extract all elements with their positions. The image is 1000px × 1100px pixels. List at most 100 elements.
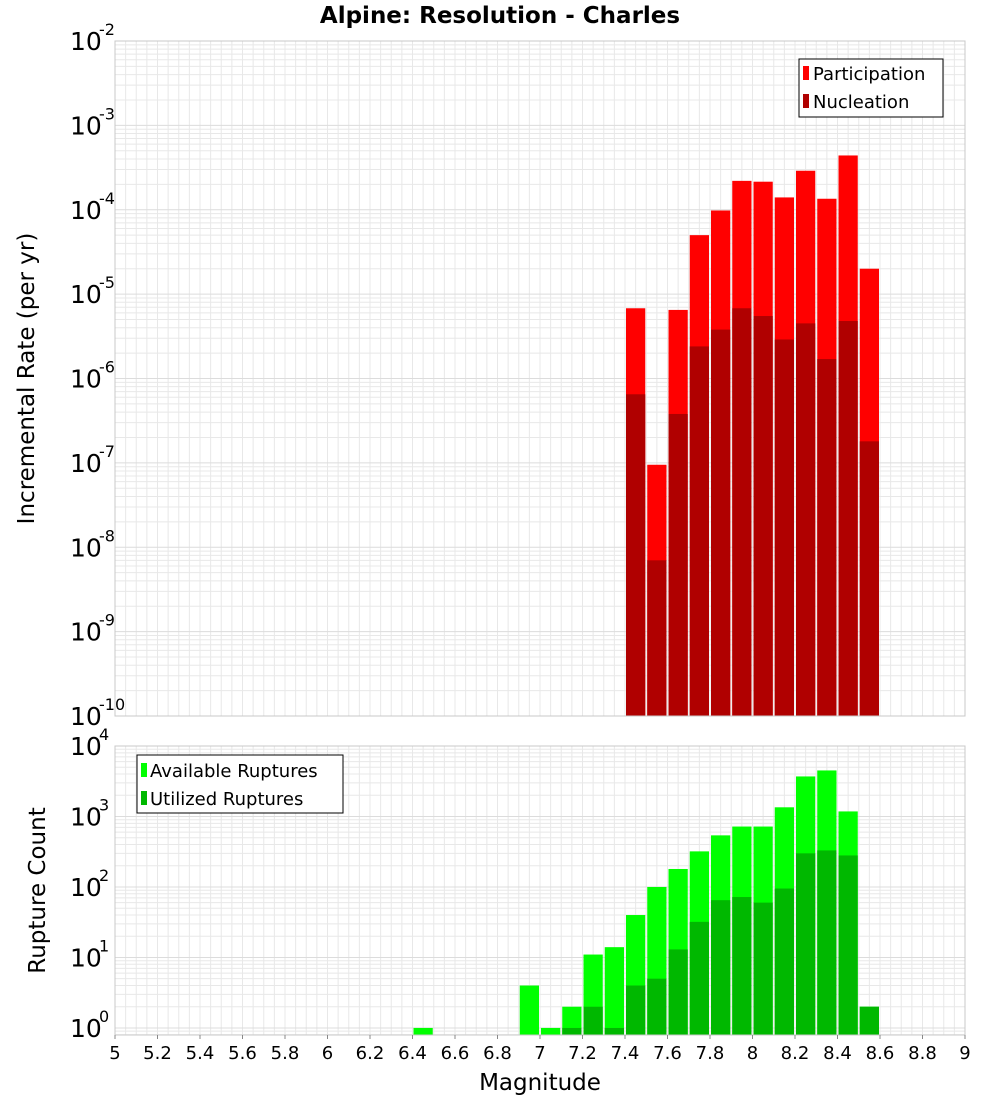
- x-tick-label: 8.6: [866, 1043, 895, 1064]
- rate-legend-box: [798, 58, 944, 118]
- available-ruptures-bar: [604, 947, 624, 1035]
- participation-legend-swatch: [803, 66, 809, 80]
- x-tick-label: 5.4: [186, 1043, 215, 1064]
- x-tick-label: 5: [109, 1043, 120, 1064]
- y-tick-label: 10-7: [70, 442, 115, 478]
- x-tick-label: 9: [959, 1043, 970, 1064]
- x-tick-label: 6.4: [398, 1043, 427, 1064]
- x-tick-label: 8: [747, 1043, 758, 1064]
- nucleation-bar: [859, 441, 879, 716]
- y-tick-label: 10-2: [70, 20, 115, 56]
- nucleation-bar: [838, 321, 858, 716]
- x-tick-label: 7.6: [653, 1043, 682, 1064]
- y-tick-base: 10: [70, 1014, 102, 1043]
- y-tick-base: 10: [70, 702, 102, 731]
- nucleation-bar: [711, 329, 731, 716]
- nucleation-bar: [668, 413, 688, 716]
- x-tick-label: 8.4: [823, 1043, 852, 1064]
- y-tick-exponent: 1: [99, 936, 109, 955]
- utilized-ruptures-bar: [604, 1027, 624, 1035]
- utilized-ruptures-bar: [583, 1006, 603, 1035]
- x-tick-label: 5.8: [271, 1043, 300, 1064]
- utilized-ruptures-bar: [859, 1006, 879, 1035]
- nucleation-bar: [689, 346, 709, 716]
- y-tick-label: 10-9: [70, 611, 115, 647]
- rate-grid: [114, 41, 966, 717]
- utilized-ruptures-bar: [647, 978, 667, 1035]
- nucleation-bar: [817, 359, 837, 716]
- utilized-ruptures-bar: [838, 855, 858, 1035]
- available-ruptures-bar: [562, 1006, 582, 1035]
- count-bars: [413, 770, 879, 1035]
- rate-legend: Participation Nucleation: [798, 58, 944, 118]
- y-tick-base: 10: [70, 111, 102, 140]
- y-tick-label: 10-8: [70, 526, 115, 562]
- y-tick-base: 10: [70, 802, 102, 831]
- y-tick-exponent: -4: [99, 189, 115, 208]
- chart-title: Alpine: Resolution - Charles: [320, 3, 680, 29]
- x-tick-label: 7.4: [611, 1043, 640, 1064]
- y-tick-base: 10: [70, 732, 102, 761]
- y-tick-label: 10-4: [70, 189, 115, 225]
- y-tick-exponent: -5: [99, 273, 115, 292]
- count-legend: Available Ruptures Utilized Ruptures: [136, 754, 344, 814]
- available-legend-swatch: [141, 763, 147, 777]
- utilized-ruptures-bar: [774, 888, 794, 1035]
- nucleation-legend-swatch: [803, 94, 809, 108]
- y-tick-exponent: -3: [99, 104, 115, 123]
- x-tick-label: 6.8: [483, 1043, 512, 1064]
- x-tick-label: 7.2: [568, 1043, 597, 1064]
- rate-bars: [626, 155, 879, 717]
- nucleation-bar: [626, 394, 646, 716]
- x-axis-ticks: 5 5.2 5.4 5.6 5.8 6 6.2 6.4 6.6 6.8 7 7.2 7.4 7.6 7.8 8…: [109, 1035, 971, 1064]
- y-tick-label: 10-6: [70, 358, 115, 394]
- x-tick-label: 7.8: [696, 1043, 725, 1064]
- y-tick-exponent: -8: [99, 526, 115, 545]
- nucleation-bar: [753, 316, 773, 716]
- nucleation-bar: [774, 339, 794, 716]
- y-tick-label: 102: [70, 866, 109, 902]
- x-tick-label: 7: [534, 1043, 545, 1064]
- rate-y-axis-label: Incremental Rate (per yr): [14, 233, 40, 525]
- y-tick-base: 10: [70, 618, 102, 647]
- utilized-ruptures-bar: [817, 850, 837, 1035]
- y-tick-exponent: -2: [99, 20, 115, 39]
- y-tick-label: 104: [70, 725, 109, 761]
- y-tick-exponent: 4: [99, 725, 109, 744]
- x-tick-label: 6.6: [441, 1043, 470, 1064]
- y-tick-exponent: 3: [99, 795, 109, 814]
- y-tick-exponent: -6: [99, 358, 115, 377]
- available-ruptures-bar: [519, 985, 539, 1035]
- y-tick-exponent: 2: [99, 866, 109, 885]
- y-tick-base: 10: [70, 365, 102, 394]
- utilized-ruptures-bar: [753, 902, 773, 1035]
- participation-legend-label: Participation: [813, 64, 925, 85]
- y-tick-base: 10: [70, 873, 102, 902]
- y-tick-base: 10: [70, 533, 102, 562]
- available-ruptures-bar: [541, 1027, 561, 1035]
- count-legend-box: [136, 754, 344, 814]
- utilized-ruptures-bar: [796, 853, 816, 1035]
- y-tick-exponent: 0: [99, 1007, 109, 1026]
- y-tick-label: 103: [70, 795, 109, 831]
- x-tick-label: 5.6: [228, 1043, 257, 1064]
- y-tick-base: 10: [70, 280, 102, 309]
- available-legend-label: Available Ruptures: [150, 761, 318, 782]
- y-tick-base: 10: [70, 27, 102, 56]
- y-tick-label: 100: [70, 1007, 109, 1043]
- y-tick-exponent: -10: [99, 695, 125, 714]
- y-tick-label: 101: [70, 936, 109, 972]
- utilized-ruptures-bar: [668, 949, 688, 1035]
- utilized-legend-label: Utilized Ruptures: [150, 789, 303, 810]
- utilized-ruptures-bar: [711, 900, 731, 1035]
- utilized-ruptures-bar: [689, 921, 709, 1035]
- x-axis-label: Magnitude: [479, 1070, 601, 1096]
- nucleation-bar: [796, 323, 816, 716]
- x-tick-label: 6.2: [356, 1043, 385, 1064]
- y-tick-base: 10: [70, 196, 102, 225]
- nucleation-legend-label: Nucleation: [813, 92, 909, 113]
- x-tick-label: 6: [322, 1043, 333, 1064]
